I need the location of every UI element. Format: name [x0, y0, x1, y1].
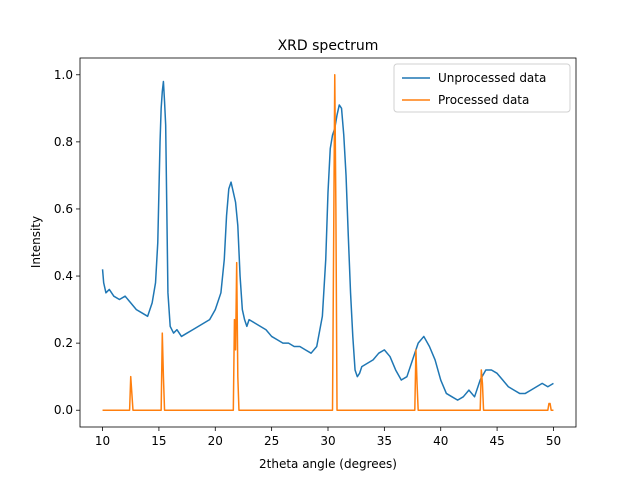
axes: 10 15 20 25 30 35 40 45 50 0.0 0.2 0.4 0.6 0.8 1.0 [54, 57, 577, 448]
x-tick-label: 10 [95, 434, 110, 448]
x-tick-label: 50 [546, 434, 561, 448]
legend: Unprocessed data Processed data [393, 63, 571, 113]
x-tick-label: 30 [320, 434, 335, 448]
x-tick-label: 25 [264, 434, 279, 448]
y-tick-label: 0.4 [54, 269, 73, 283]
x-tick-label: 40 [433, 434, 448, 448]
y-tick-label: 0.2 [54, 336, 73, 350]
legend-label-processed: Processed data [438, 93, 529, 107]
x-axis-label: 2theta angle (degrees) [259, 457, 397, 471]
series-line-unprocessed [101, 80, 554, 401]
x-tick-label: 45 [489, 434, 504, 448]
y-axis-label: Intensity [29, 216, 43, 268]
y-tick-label: 1.0 [54, 68, 73, 82]
x-tick-label: 15 [151, 434, 166, 448]
plot-area [101, 74, 554, 411]
chart-title: XRD spectrum [278, 38, 379, 54]
y-tick-label: 0.6 [54, 202, 73, 216]
x-tick-label: 35 [377, 434, 392, 448]
legend-box [393, 63, 571, 113]
series-line-processed [102, 74, 554, 411]
y-tick-label: 0.8 [54, 135, 73, 149]
x-tick-label: 20 [208, 434, 223, 448]
legend-label-unprocessed: Unprocessed data [438, 71, 546, 85]
y-tick-label: 0.0 [54, 403, 73, 417]
